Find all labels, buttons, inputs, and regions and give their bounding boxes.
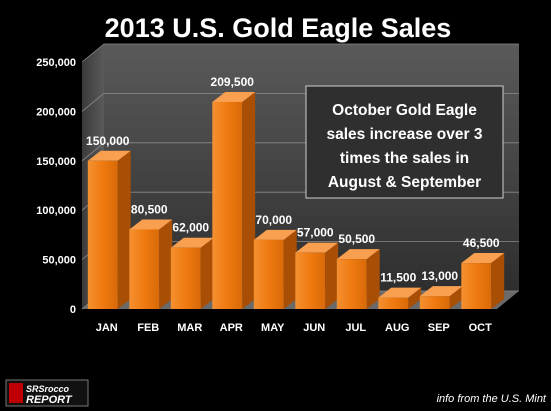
bar-top [129, 219, 173, 230]
y-axis-ticks: 0 50,000 100,000 150,000 200,000 250,000 [36, 57, 76, 316]
bar-top [461, 253, 505, 264]
bar-feb [129, 219, 173, 309]
x-tick-label: MAY [261, 322, 285, 334]
bar-top [295, 242, 339, 253]
x-axis-ticks: JAN FEB MAR APR MAY JUN JUL AUG SEP OCT [96, 322, 492, 334]
annotation-line-2: sales increase over 3 [327, 126, 483, 143]
y-tick-label: 250,000 [36, 57, 76, 69]
bar-front [129, 229, 160, 309]
bar-side [242, 92, 256, 309]
bar-front [87, 160, 118, 309]
bar-front [253, 239, 284, 309]
x-tick-label: JUN [303, 322, 325, 334]
bar-front [336, 259, 367, 309]
data-label: 209,500 [211, 75, 255, 89]
x-tick-label: OCT [469, 322, 493, 334]
y-tick-label: 150,000 [36, 156, 76, 168]
bar-front [461, 263, 492, 309]
chart-title: 2013 U.S. Gold Eagle Sales [105, 13, 452, 43]
logo-line-2: REPORT [26, 394, 73, 406]
logo-line-1: SRSrocco [26, 384, 70, 394]
srsrocco-logo: SRSrocco REPORT [5, 379, 89, 407]
annotation-line-1: October Gold Eagle [332, 102, 477, 119]
x-tick-label: SEP [428, 322, 450, 334]
bar-side [491, 253, 505, 309]
x-tick-label: APR [220, 322, 243, 334]
bar-side [200, 237, 214, 309]
bar-top [336, 249, 380, 260]
data-label: 80,500 [131, 202, 168, 216]
data-labels: 150,000 80,500 62,000 209,500 70,000 57,000 50… [86, 75, 500, 285]
y-tick-label: 200,000 [36, 106, 76, 118]
bar-jun [295, 242, 339, 309]
bar-side [366, 249, 380, 309]
annotation-box: October Gold Eagle sales increase over 3… [305, 85, 504, 199]
data-label: 70,000 [255, 213, 292, 227]
bar-side [408, 287, 422, 309]
bar-aug [378, 287, 422, 309]
y-tick-label: 100,000 [36, 205, 76, 217]
bar-side [325, 242, 339, 309]
bar-side [283, 229, 297, 309]
bar-top [378, 287, 422, 298]
bar-sep [419, 286, 463, 309]
bar-top [253, 229, 297, 240]
data-label: 57,000 [297, 226, 334, 240]
bar-may [253, 229, 297, 309]
y-tick-label: 0 [70, 304, 76, 316]
bar-jan [87, 150, 131, 309]
x-tick-label: MAR [177, 322, 202, 334]
x-tick-label: JUL [345, 322, 366, 334]
y-tick-label: 50,000 [42, 255, 76, 267]
bar-front [295, 252, 326, 309]
data-label: 150,000 [86, 134, 130, 148]
bar-oct [461, 253, 505, 309]
bars [87, 92, 505, 309]
annotation-line-4: August & September [328, 174, 481, 191]
data-label: 46,500 [463, 236, 500, 250]
gridline [81, 43, 519, 63]
x-tick-label: FEB [137, 322, 159, 334]
bar-apr [212, 92, 256, 309]
data-label: 13,000 [421, 269, 458, 283]
bar-top [170, 237, 214, 248]
data-label: 62,000 [172, 221, 209, 235]
bar-jul [336, 249, 380, 309]
x-tick-label: AUG [385, 322, 409, 334]
bar-top [212, 92, 256, 103]
bar-front [419, 296, 450, 309]
bar-front [170, 247, 201, 309]
bar-front [212, 102, 243, 309]
data-label: 50,500 [338, 232, 375, 246]
bar-side [159, 219, 173, 309]
x-tick-label: JAN [96, 322, 118, 334]
source-note: info from the U.S. Mint [437, 393, 547, 405]
bar-top [87, 150, 131, 161]
annotation-line-3: times the sales in [340, 150, 469, 167]
bar-mar [170, 237, 214, 309]
bar-front [378, 297, 409, 309]
bar-top [419, 286, 463, 297]
data-label: 11,500 [380, 271, 416, 285]
bar-side [117, 150, 131, 309]
bar-side [449, 286, 463, 309]
